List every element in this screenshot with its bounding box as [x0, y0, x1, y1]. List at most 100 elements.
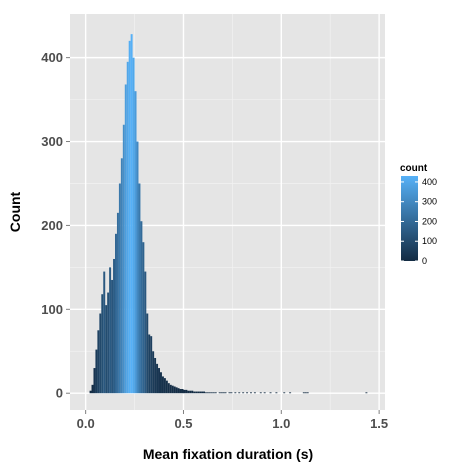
- histogram-bar: [259, 392, 262, 394]
- histogram-bar: [126, 61, 129, 394]
- histogram-bar: [250, 392, 252, 394]
- histogram-bar: [101, 294, 104, 394]
- histogram-bar: [304, 392, 307, 394]
- histogram-bar: [199, 391, 202, 394]
- histogram-bar: [302, 392, 305, 394]
- histogram-bar: [275, 392, 278, 394]
- histogram-bar: [220, 392, 223, 394]
- x-tick-label: 1.0: [272, 416, 290, 431]
- legend-title: count: [400, 163, 428, 174]
- histogram-bar: [154, 357, 157, 394]
- histogram-bar: [181, 389, 184, 394]
- histogram-bar: [269, 392, 272, 394]
- histogram-bar: [91, 384, 94, 394]
- y-axis-title: Count: [7, 191, 23, 232]
- histogram-bar: [150, 336, 153, 394]
- histogram-bar: [132, 57, 135, 394]
- x-axis: 0.0 0.5 1.0 1.5: [77, 410, 388, 431]
- histogram-bar: [152, 351, 155, 394]
- histogram-bar: [230, 392, 233, 394]
- y-axis: 0 100 200 300 400: [41, 50, 70, 401]
- histogram-bar: [283, 392, 286, 394]
- histogram-bar: [158, 368, 160, 394]
- y-tick-label: 400: [41, 50, 63, 65]
- histogram-bar: [203, 391, 205, 394]
- histogram-bar: [193, 391, 196, 394]
- histogram-bar: [146, 313, 149, 394]
- histogram-bar: [218, 392, 221, 394]
- histogram-bar: [156, 363, 159, 394]
- histogram-bar: [242, 392, 245, 394]
- histogram-bar: [136, 141, 139, 394]
- histogram-bar: [124, 84, 127, 394]
- histogram-bar: [161, 376, 164, 394]
- legend-tick-label: 400: [422, 177, 437, 187]
- histogram-bar: [173, 386, 176, 394]
- histogram-bar: [116, 212, 119, 394]
- histogram-bar: [197, 391, 200, 394]
- major-gridlines: [70, 14, 385, 410]
- histogram-bar: [160, 372, 162, 394]
- histogram-bar: [95, 349, 98, 394]
- histogram-bar: [128, 40, 131, 394]
- histogram-bar: [189, 390, 192, 394]
- histogram-bar: [142, 242, 145, 394]
- histogram-bars: [89, 34, 368, 394]
- color-legend: count 0 100 200 300 400: [400, 163, 437, 266]
- histogram-bar: [306, 392, 309, 394]
- histogram-bar: [171, 385, 174, 394]
- histogram-bar: [208, 392, 211, 394]
- histogram-bar: [99, 313, 102, 394]
- histogram-bar: [144, 271, 147, 394]
- histogram-bar: [167, 383, 170, 394]
- histogram-bar: [103, 271, 106, 394]
- histogram-bar: [148, 334, 151, 394]
- histogram-bar: [169, 384, 172, 394]
- histogram-bar: [107, 292, 110, 394]
- histogram-bar: [238, 392, 241, 394]
- legend-tick-label: 300: [422, 197, 437, 207]
- legend-tick-label: 200: [422, 216, 437, 226]
- x-tick-label: 0.0: [77, 416, 95, 431]
- histogram-bar: [212, 392, 215, 394]
- legend-tick-label: 100: [422, 236, 437, 246]
- histogram-bar: [205, 392, 207, 394]
- legend-tick-label: 0: [422, 256, 427, 266]
- histogram-bar: [185, 389, 188, 394]
- histogram-bar: [263, 392, 266, 394]
- histogram-bar: [177, 388, 180, 394]
- histogram-bar: [289, 392, 292, 394]
- histogram-bar: [234, 392, 237, 394]
- histogram-bar: [122, 124, 125, 394]
- histogram-bar: [210, 392, 213, 394]
- histogram-bar: [175, 387, 178, 394]
- histogram-bar: [97, 330, 100, 394]
- histogram-bar: [105, 305, 108, 394]
- histogram-bar: [224, 392, 227, 394]
- legend-colorbar: [401, 176, 418, 261]
- histogram-bar: [165, 380, 168, 394]
- y-tick-label: 100: [41, 302, 63, 317]
- y-tick-label: 0: [56, 386, 63, 401]
- histogram-bar: [163, 378, 166, 394]
- histogram-bar: [183, 389, 186, 394]
- histogram-bar: [222, 392, 225, 394]
- histogram-bar: [187, 390, 190, 394]
- histogram-bar: [89, 390, 92, 394]
- histogram-bar: [130, 34, 133, 394]
- histogram-bar: [93, 368, 96, 394]
- histogram-bar: [109, 267, 112, 394]
- x-tick-label: 1.5: [370, 416, 388, 431]
- histogram-bar: [191, 390, 194, 394]
- histogram-bar: [113, 258, 115, 394]
- histogram-bar: [111, 279, 114, 394]
- histogram-bar: [138, 183, 141, 394]
- histogram-bar: [246, 392, 249, 394]
- histogram-bar: [201, 391, 204, 394]
- x-axis-title: Mean fixation duration (s): [143, 446, 313, 462]
- histogram-bar: [228, 392, 231, 394]
- histogram-bar: [179, 389, 182, 394]
- histogram-bar: [214, 392, 217, 394]
- histogram-bar: [118, 183, 121, 394]
